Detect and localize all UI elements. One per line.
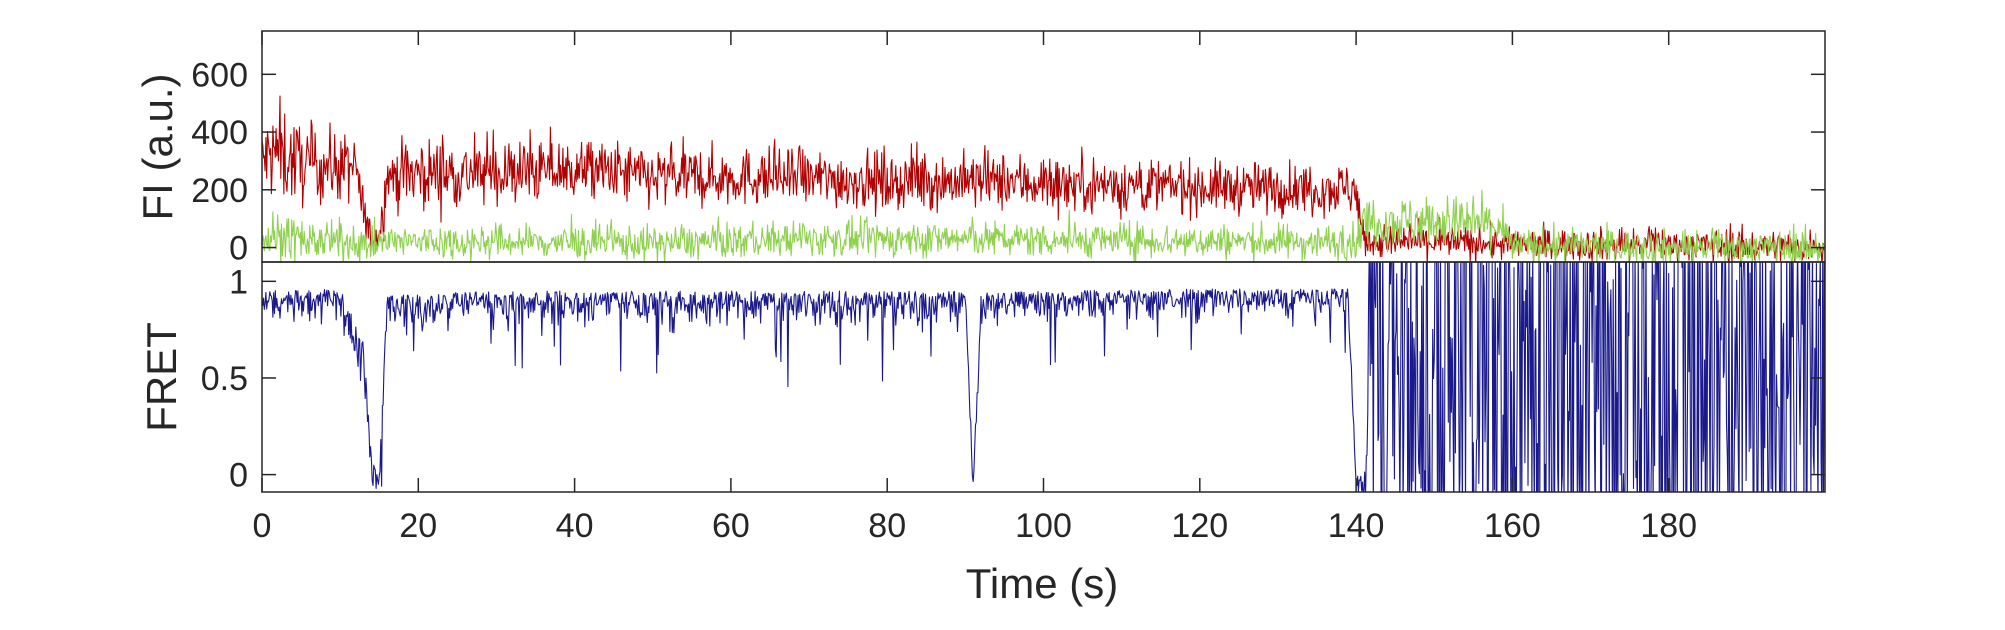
bottom-xtick-label: 0 <box>253 507 272 545</box>
bottom-xtick-label: 160 <box>1484 507 1541 545</box>
top-panel: 0 200 400 600 FI (a.u.) <box>134 30 1826 268</box>
top-ylabel: FI (a.u.) <box>134 73 181 220</box>
bottom-xtick-label: 60 <box>712 507 750 545</box>
bottom-ytick-label: 1 <box>229 263 248 301</box>
top-ytick-label: 200 <box>191 172 248 210</box>
bottom-ylabel: FRET <box>138 322 185 432</box>
top-ytick-label: 600 <box>191 56 248 94</box>
top-ytick-label: 0 <box>229 230 248 268</box>
bottom-ytick-label: 0 <box>229 457 248 495</box>
bottom-xtick-label: 120 <box>1171 507 1228 545</box>
series-line-1-0 <box>262 262 1825 492</box>
bottom-xtick-label: 40 <box>556 507 594 545</box>
bottom-xtick-label: 180 <box>1640 507 1697 545</box>
top-ytick-label: 400 <box>191 114 248 152</box>
bottom-panel: 0 0.5 1 0 20 40 60 80 100 120 140 160 180 FRET Time… <box>138 31 1826 607</box>
bottom-xtick-label: 100 <box>1015 507 1072 545</box>
bottom-xtick-label: 80 <box>868 507 906 545</box>
series-line-0-0 <box>262 95 1825 262</box>
bottom-ytick-label: 0.5 <box>201 360 248 398</box>
bottom-xtick-label: 20 <box>399 507 437 545</box>
series-line-0-1 <box>262 189 1825 262</box>
bottom-xlabel: Time (s) <box>966 560 1118 607</box>
bottom-xtick-label: 140 <box>1328 507 1385 545</box>
